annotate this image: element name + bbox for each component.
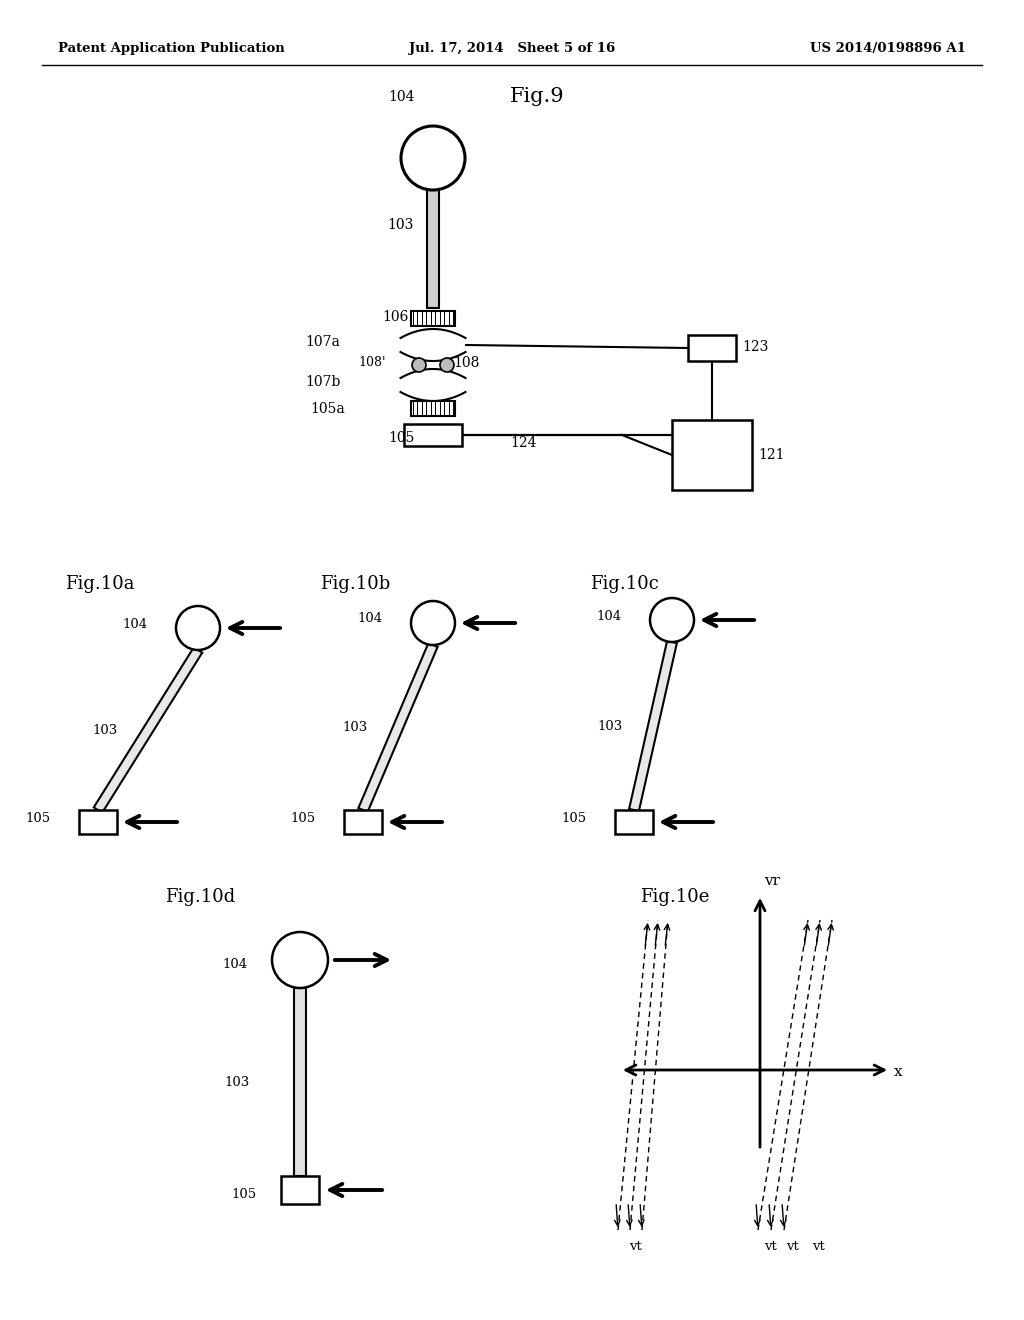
Text: Fig.10d: Fig.10d [165, 888, 236, 906]
Text: Fig.10e: Fig.10e [640, 888, 710, 906]
Text: 104: 104 [222, 958, 247, 972]
Text: 103: 103 [93, 723, 118, 737]
Bar [615, 810, 653, 834]
Bar [672, 420, 752, 490]
Text: 105: 105 [562, 813, 587, 825]
Text: 104: 104 [357, 612, 383, 626]
Text: Jul. 17, 2014   Sheet 5 of 16: Jul. 17, 2014 Sheet 5 of 16 [409, 42, 615, 55]
Text: Fig.10b: Fig.10b [319, 576, 390, 593]
Text: vt: vt [785, 1239, 799, 1253]
Text: 105: 105 [388, 432, 415, 445]
Circle shape [411, 601, 455, 645]
Text: 105a: 105a [310, 403, 345, 416]
Text: Fig.9: Fig.9 [510, 87, 564, 106]
Text: x: x [894, 1065, 902, 1078]
Text: vt: vt [629, 1239, 641, 1253]
Text: 103: 103 [224, 1076, 250, 1089]
Text: Patent Application Publication: Patent Application Publication [58, 42, 285, 55]
Circle shape [412, 358, 426, 372]
Bar [688, 335, 736, 360]
Text: 106: 106 [382, 310, 409, 323]
Bar [79, 810, 117, 834]
Polygon shape [358, 643, 437, 812]
Text: 105: 105 [231, 1188, 256, 1201]
Text: 105: 105 [26, 813, 51, 825]
Circle shape [650, 598, 694, 642]
Polygon shape [427, 190, 439, 308]
Circle shape [401, 125, 465, 190]
Circle shape [440, 358, 454, 372]
Text: 108': 108' [358, 356, 385, 370]
Text: vt: vt [764, 1239, 776, 1253]
Text: US 2014/0198896 A1: US 2014/0198896 A1 [810, 42, 966, 55]
Text: 107a: 107a [305, 335, 340, 348]
Text: Fig.10a: Fig.10a [65, 576, 134, 593]
Bar [404, 424, 462, 446]
Text: 121: 121 [758, 447, 784, 462]
Circle shape [176, 606, 220, 649]
Polygon shape [629, 642, 677, 810]
Text: 108: 108 [453, 356, 479, 370]
Text: 104: 104 [597, 610, 622, 623]
Text: 103: 103 [598, 719, 623, 733]
Text: 103: 103 [343, 721, 368, 734]
Text: 123: 123 [742, 341, 768, 354]
Bar [411, 400, 455, 416]
Polygon shape [294, 987, 306, 1176]
Circle shape [272, 932, 328, 987]
Text: Fig.10c: Fig.10c [590, 576, 658, 593]
Text: vr: vr [764, 874, 780, 888]
Text: 103: 103 [387, 218, 414, 232]
Bar [344, 810, 382, 834]
Bar [281, 1176, 319, 1204]
Text: 104: 104 [123, 618, 148, 631]
Text: 105: 105 [291, 813, 316, 825]
Polygon shape [94, 647, 202, 813]
Text: 104: 104 [388, 90, 415, 104]
Text: 107b: 107b [305, 375, 340, 389]
Text: 124: 124 [510, 436, 537, 450]
Text: vt: vt [812, 1239, 824, 1253]
Bar [411, 310, 455, 326]
